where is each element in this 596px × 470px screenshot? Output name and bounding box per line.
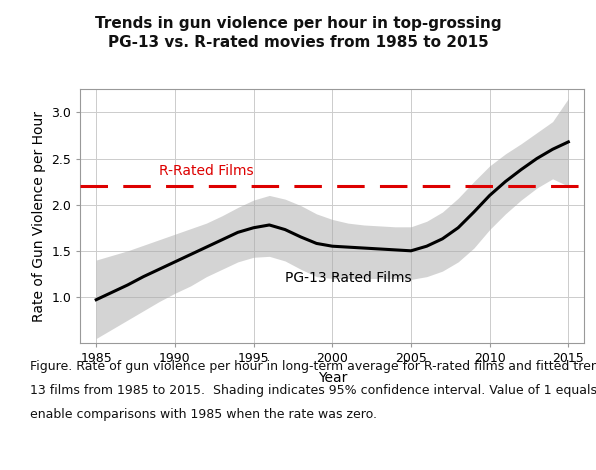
Text: PG-13 Rated Films: PG-13 Rated Films — [285, 272, 412, 285]
Text: R-Rated Films: R-Rated Films — [159, 164, 254, 178]
Text: PG-13 vs. R-rated movies from 1985 to 2015: PG-13 vs. R-rated movies from 1985 to 20… — [108, 35, 488, 50]
Text: Figure. Rate of gun violence per hour in long-term average for R-rated films and: Figure. Rate of gun violence per hour in… — [30, 360, 596, 373]
Text: Trends in gun violence per hour in top-grossing: Trends in gun violence per hour in top-g… — [95, 16, 501, 31]
Text: 13 films from 1985 to 2015.  Shading indicates 95% confidence interval. Value of: 13 films from 1985 to 2015. Shading indi… — [30, 384, 596, 397]
Y-axis label: Rate of Gun Violence per Hour: Rate of Gun Violence per Hour — [32, 111, 46, 321]
Text: enable comparisons with 1985 when the rate was zero.: enable comparisons with 1985 when the ra… — [30, 408, 377, 422]
X-axis label: Year: Year — [318, 371, 347, 384]
